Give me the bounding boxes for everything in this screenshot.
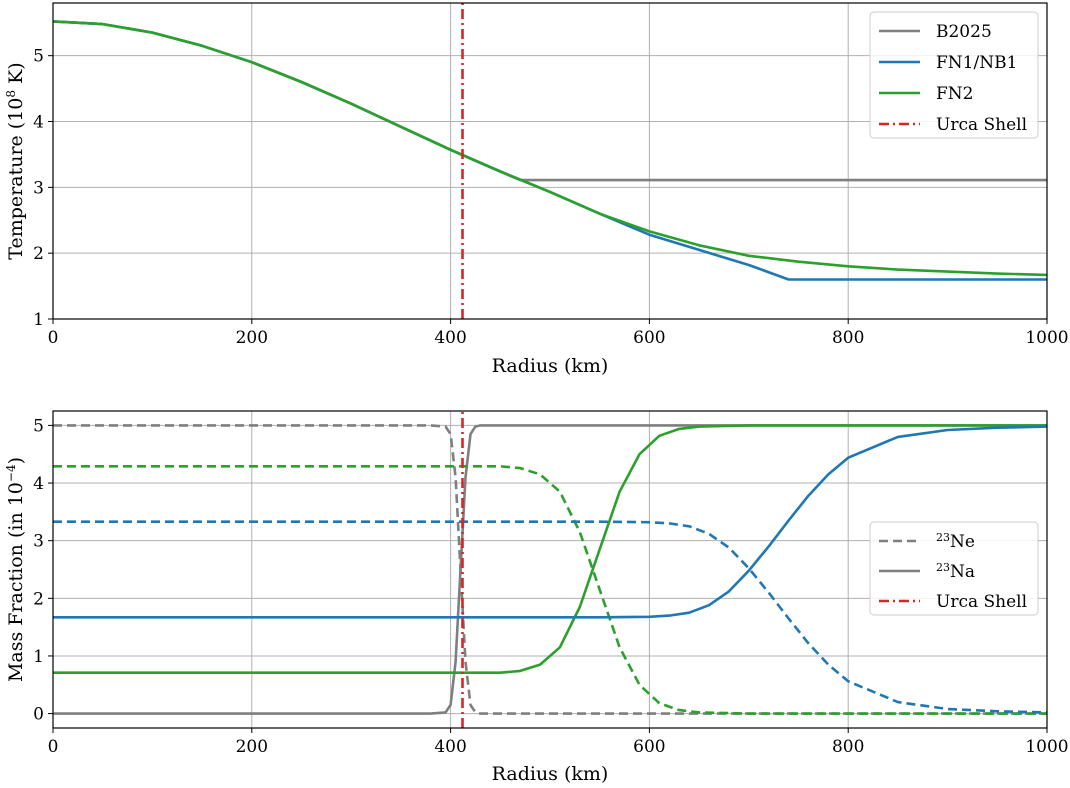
series-line-ne23 — [53, 520, 1047, 714]
legend-label-text: Urca Shell — [936, 115, 1027, 135]
y-tick-label: 1 — [33, 310, 44, 330]
plot-frame — [52, 410, 1048, 729]
series-line-na23 — [53, 424, 1047, 675]
legend-label: 23Na — [936, 561, 975, 583]
y-axis-label-exponent: 8 — [4, 90, 18, 98]
legend-label: FN2 — [936, 84, 974, 104]
legend-box — [869, 11, 1039, 139]
y-tick-label: 2 — [33, 589, 44, 609]
x-tick-label: 400 — [434, 737, 466, 757]
legend-label-text: FN1/NB1 — [936, 53, 1017, 73]
chart-panel-1: 0 200 400 600 800 1000 1 2 3 4 5 Radius (km) Tempera… — [4, 2, 1069, 377]
series-line-fn2 — [53, 20, 1047, 277]
y-axis-label-text: Temperature (10 — [5, 98, 27, 260]
y-tick-label: 2 — [33, 244, 44, 264]
legend-label: Urca Shell — [936, 115, 1027, 135]
legend-label-text: B2025 — [936, 22, 992, 42]
legend-label-sup: 23 — [936, 561, 950, 574]
y-axis-label-unit: ) — [5, 457, 27, 464]
legend-label: Urca Shell — [936, 592, 1027, 612]
y-axis-label-unit: K) — [5, 62, 27, 90]
x-axis-label: Radius (km) — [492, 355, 609, 377]
plot-frame — [52, 2, 1048, 320]
series-line-ne23 — [53, 464, 1047, 715]
y-tick-label: 4 — [33, 474, 44, 494]
legend-box — [869, 521, 1039, 616]
y-axis-label-text: Mass Fraction (in 10 — [5, 482, 27, 682]
x-tick-label: 200 — [236, 328, 268, 348]
x-tick-label: 800 — [832, 328, 864, 348]
x-tick-label: 400 — [434, 328, 466, 348]
series-group — [53, 3, 1047, 319]
x-axis-label: Radius (km) — [492, 763, 609, 785]
x-tick-label: 800 — [832, 737, 864, 757]
x-tick-label: 600 — [633, 737, 665, 757]
y-axis-label: Temperature (108 K) — [4, 62, 27, 259]
y-tick-label: 3 — [33, 178, 44, 198]
y-tick-label: 5 — [33, 47, 44, 67]
x-tick-label: 0 — [48, 328, 59, 348]
legend-label-text: Urca Shell — [936, 592, 1027, 612]
y-tick-label: 5 — [33, 416, 44, 436]
x-tick-label: 1000 — [1025, 328, 1068, 348]
series-group — [53, 411, 1047, 728]
y-tick-label: 3 — [33, 532, 44, 552]
legend: B2025 FN1/NB1 FN2 Urca Shell — [869, 11, 1039, 139]
y-tick-label: 1 — [33, 647, 44, 667]
legend-label: B2025 — [936, 22, 992, 42]
x-tick-label: 600 — [633, 328, 665, 348]
series-line-na23 — [53, 425, 1047, 619]
y-tick-label: 4 — [33, 113, 44, 133]
legend-label-text: FN2 — [936, 84, 974, 104]
x-tick-label: 1000 — [1025, 737, 1068, 757]
x-tick-label: 0 — [48, 737, 59, 757]
legend-label: 23Ne — [936, 531, 975, 553]
legend-label: FN1/NB1 — [936, 53, 1017, 73]
legend-label-text: Na — [950, 562, 975, 582]
legend-label-text: Ne — [950, 532, 975, 552]
legend-label-sup: 23 — [936, 531, 950, 544]
x-tick-label: 200 — [236, 737, 268, 757]
y-axis-label-exponent: −4 — [4, 464, 18, 482]
y-axis-label: Mass Fraction (in 10−4) — [4, 457, 27, 682]
y-tick-label: 0 — [33, 705, 44, 725]
